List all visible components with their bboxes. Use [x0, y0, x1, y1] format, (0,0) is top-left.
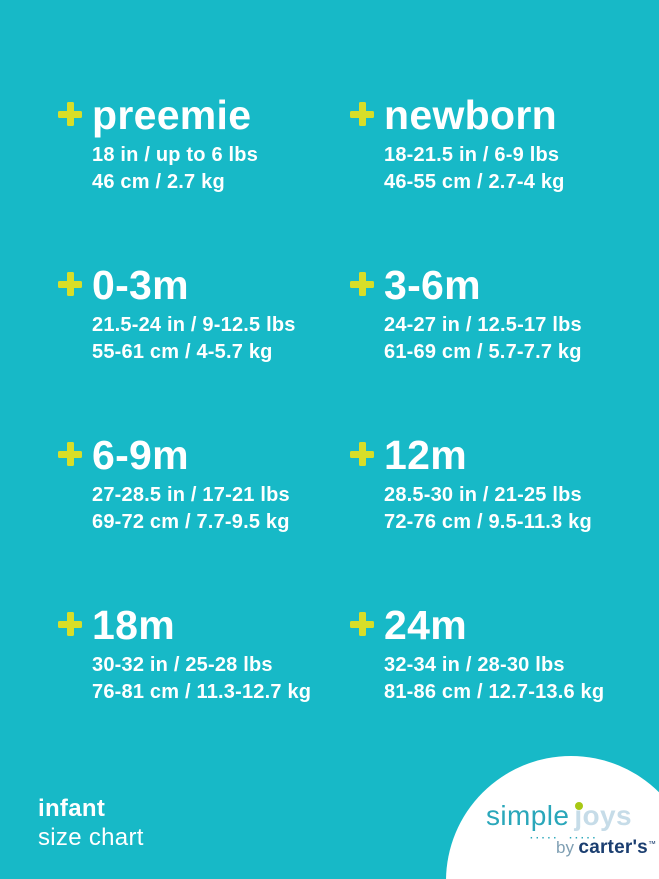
size-entry-12m: 12m 28.5-30 in / 21-25 lbs 72-76 cm / 9.… — [350, 433, 659, 603]
size-label: newborn — [384, 92, 557, 138]
size-imperial: 21.5-24 in / 9-12.5 lbs — [92, 314, 296, 336]
size-label: preemie — [92, 92, 252, 138]
size-imperial: 27-28.5 in / 17-21 lbs — [92, 484, 290, 506]
plus-icon — [350, 272, 374, 296]
size-metric: 55-61 cm / 4-5.7 kg — [92, 341, 273, 363]
size-metric: 46 cm / 2.7 kg — [92, 171, 225, 193]
size-entry-18m: 18m 30-32 in / 25-28 lbs 76-81 cm / 11.3… — [58, 603, 350, 773]
size-label: 12m — [384, 432, 467, 478]
size-metric: 46-55 cm / 2.7-4 kg — [384, 171, 565, 193]
joys-underline-dots: ····· ····· — [530, 833, 599, 844]
caption-title: infant — [38, 795, 106, 822]
size-label: 3-6m — [384, 262, 481, 308]
size-imperial: 28.5-30 in / 21-25 lbs — [384, 484, 582, 506]
size-metric: 69-72 cm / 7.7-9.5 kg — [92, 511, 290, 533]
plus-icon — [58, 442, 82, 466]
size-imperial: 24-27 in / 12.5-17 lbs — [384, 314, 582, 336]
byline-carters-text: carter's — [578, 837, 648, 858]
size-entry-3-6m: 3-6m 24-27 in / 12.5-17 lbs 61-69 cm / 5… — [350, 263, 659, 433]
size-label: 6-9m — [92, 432, 189, 478]
size-metric: 72-76 cm / 9.5-11.3 kg — [384, 511, 592, 533]
chart-caption: infant size chart — [38, 794, 144, 852]
plus-icon — [350, 612, 374, 636]
size-text: 6-9m 27-28.5 in / 17-21 lbs 69-72 cm / 7… — [92, 433, 290, 536]
size-imperial: 32-34 in / 28-30 lbs — [384, 654, 565, 676]
size-entry-24m: 24m 32-34 in / 28-30 lbs 81-86 cm / 12.7… — [350, 603, 659, 773]
size-text: 3-6m 24-27 in / 12.5-17 lbs 61-69 cm / 5… — [384, 263, 582, 366]
size-entry-preemie: preemie 18 in / up to 6 lbs 46 cm / 2.7 … — [58, 93, 350, 263]
plus-icon — [58, 272, 82, 296]
size-entry-newborn: newborn 18-21.5 in / 6-9 lbs 46-55 cm / … — [350, 93, 659, 263]
brand-joys-text: joys — [574, 800, 632, 831]
trademark-symbol: ™ — [647, 839, 656, 849]
plus-icon — [350, 102, 374, 126]
plus-icon — [350, 442, 374, 466]
brand-logo-circle: simple joys ····· ····· by carter's™ — [446, 756, 659, 879]
size-metric: 61-69 cm / 5.7-7.7 kg — [384, 341, 582, 363]
size-label: 18m — [92, 602, 175, 648]
size-text: newborn 18-21.5 in / 6-9 lbs 46-55 cm / … — [384, 93, 565, 196]
plus-icon — [58, 612, 82, 636]
size-label: 0-3m — [92, 262, 189, 308]
size-metric: 81-86 cm / 12.7-13.6 kg — [384, 681, 605, 703]
brand-simple-text: simple — [486, 800, 570, 831]
size-entry-6-9m: 6-9m 27-28.5 in / 17-21 lbs 69-72 cm / 7… — [58, 433, 350, 603]
size-label: 24m — [384, 602, 467, 648]
plus-icon — [58, 102, 82, 126]
byline-by-text: by — [556, 838, 574, 857]
size-imperial: 30-32 in / 25-28 lbs — [92, 654, 273, 676]
size-text: 0-3m 21.5-24 in / 9-12.5 lbs 55-61 cm / … — [92, 263, 296, 366]
size-metric: 76-81 cm / 11.3-12.7 kg — [92, 681, 312, 703]
size-imperial: 18-21.5 in / 6-9 lbs — [384, 144, 560, 166]
size-grid: preemie 18 in / up to 6 lbs 46 cm / 2.7 … — [0, 93, 659, 773]
brand-wordmark: simple joys — [486, 800, 632, 832]
caption-subtitle: size chart — [38, 824, 144, 851]
size-text: 12m 28.5-30 in / 21-25 lbs 72-76 cm / 9.… — [384, 433, 592, 536]
size-text: preemie 18 in / up to 6 lbs 46 cm / 2.7 … — [92, 93, 258, 196]
size-imperial: 18 in / up to 6 lbs — [92, 144, 259, 166]
size-text: 18m 30-32 in / 25-28 lbs 76-81 cm / 11.3… — [92, 603, 311, 706]
size-entry-0-3m: 0-3m 21.5-24 in / 9-12.5 lbs 55-61 cm / … — [58, 263, 350, 433]
joys-green-dot-icon — [575, 802, 584, 810]
brand-byline: by carter's™ — [556, 837, 656, 859]
size-text: 24m 32-34 in / 28-30 lbs 81-86 cm / 12.7… — [384, 603, 604, 706]
